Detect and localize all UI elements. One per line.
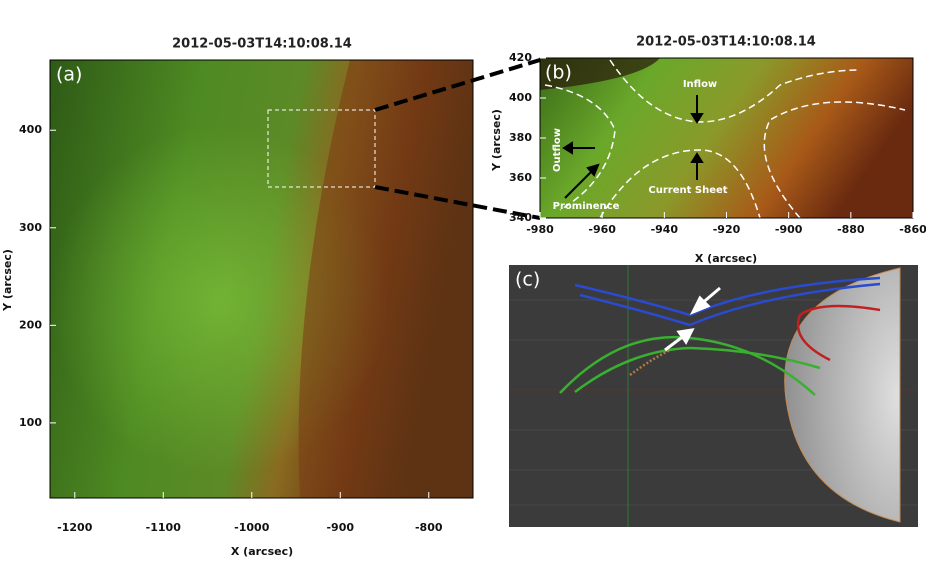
y-tick-label: 420 <box>509 51 532 64</box>
x-tick-label: -900 <box>775 223 803 236</box>
panel-title: 2012-05-03T14:10:08.14 <box>636 35 816 50</box>
y-axis-label: Y (arcsec) <box>490 109 503 172</box>
y-axis-label: Y (arcsec) <box>1 249 14 312</box>
frame <box>49 59 474 499</box>
panel-title: 2012-05-03T14:10:08.14 <box>172 37 352 52</box>
annotation: Outflow <box>552 128 563 172</box>
panel-label: (c) <box>515 269 540 291</box>
panel-label: (a) <box>56 64 82 86</box>
x-tick-label: -880 <box>837 223 865 236</box>
model-lines <box>559 276 881 396</box>
y-tick-label: 200 <box>19 318 42 331</box>
x-tick-label: -980 <box>526 223 554 236</box>
y-tick-label: 380 <box>509 131 532 144</box>
x-tick-label: -860 <box>899 223 926 236</box>
flow-arrows <box>664 286 721 352</box>
annotation: Inflow <box>683 79 717 90</box>
field-lines <box>544 59 906 219</box>
image-a-limb <box>298 60 473 498</box>
image-b-dark <box>540 58 660 90</box>
connector <box>374 58 541 112</box>
y-tick-label: 400 <box>509 91 532 104</box>
sphere <box>784 267 901 523</box>
x-tick-label: -1200 <box>57 521 93 534</box>
y-tick-label: 360 <box>509 171 532 184</box>
x-tick-label: -920 <box>713 223 741 236</box>
x-tick-label: -940 <box>651 223 679 236</box>
y-tick-label: 100 <box>19 416 42 429</box>
x-tick-label: -1000 <box>234 521 270 534</box>
arrows <box>562 95 704 199</box>
image-b <box>540 58 913 218</box>
annotation: Prominence <box>553 201 620 212</box>
x-axis-label: X (arcsec) <box>231 545 293 558</box>
zoom-box <box>267 109 376 188</box>
y-tick-label: 400 <box>19 123 42 136</box>
panel-label: (b) <box>545 62 572 84</box>
connector <box>374 185 541 220</box>
x-axis-label: X (arcsec) <box>695 252 757 265</box>
x-tick-label: -900 <box>326 521 354 534</box>
x-tick-label: -960 <box>588 223 616 236</box>
annotation: Current Sheet <box>648 185 727 196</box>
x-tick-label: -800 <box>415 521 443 534</box>
y-tick-label: 340 <box>509 211 532 224</box>
y-tick-label: 300 <box>19 221 42 234</box>
x-tick-label: -1100 <box>146 521 182 534</box>
